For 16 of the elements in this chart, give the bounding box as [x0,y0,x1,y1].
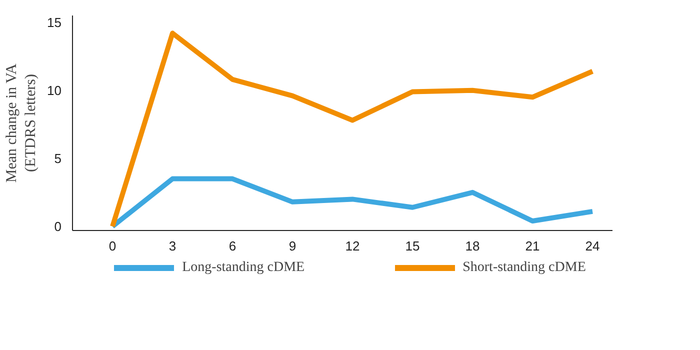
x-tick-label: 15 [405,238,420,254]
x-tick-label: 0 [108,238,116,254]
x-tick-label: 9 [288,238,296,254]
y-tick-label: 0 [54,218,62,234]
x-tick-label: 24 [585,238,600,254]
x-tick-label: 12 [345,238,360,254]
y-tick-label: 5 [54,150,62,166]
y-tick-label: 10 [47,82,62,98]
x-tick-label: 3 [168,238,176,254]
x-tick-label: 6 [228,238,236,254]
x-tick-label: 18 [465,238,480,254]
y-tick-label: 15 [47,14,62,30]
legend-label: Long-standing cDME [182,259,305,277]
legend-label: Short-standing cDME [462,259,586,277]
x-tick-label: 21 [525,238,540,254]
y-axis-title: Mean change in VA (ETDRS letters) [4,63,40,183]
